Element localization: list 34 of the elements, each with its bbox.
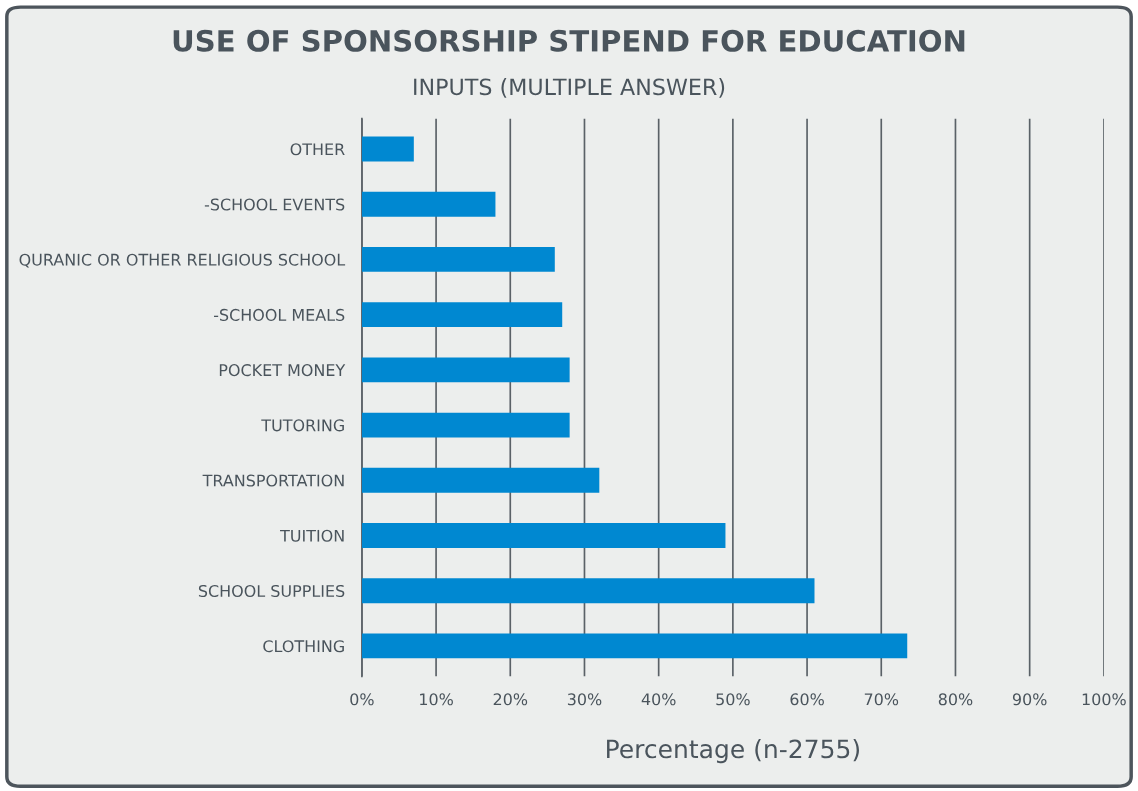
x-tick-label: 40%	[641, 693, 676, 706]
bar	[361, 191, 496, 217]
bar	[361, 302, 563, 328]
bar	[361, 633, 908, 659]
y-tick-label: POCKET MONEY	[219, 364, 346, 377]
x-tick-label: 100%	[1082, 693, 1126, 706]
bar	[361, 357, 570, 383]
x-axis-title: Percentage (n-2755)	[607, 739, 859, 764]
bar	[361, 136, 414, 162]
bar	[361, 578, 815, 604]
bar	[361, 523, 726, 548]
x-tick-label: 90%	[1012, 693, 1047, 706]
chart-title: USE OF SPONSORSHIP STIPEND FOR EDUCATION	[173, 29, 965, 52]
x-tick-label: 80%	[938, 693, 973, 706]
chart-subtitle: INPUTS (MULTIPLE ANSWER)	[414, 78, 725, 98]
bar	[361, 467, 600, 493]
y-tick-label: TUITION	[280, 529, 344, 542]
bar	[361, 247, 555, 272]
y-tick-label: QURANIC OR OTHER RELIGIOUS SCHOOL	[19, 253, 346, 268]
y-tick-label: -SCHOOL MEALS	[213, 308, 345, 321]
x-tick-label: 10%	[420, 693, 453, 706]
x-tick-label: 0%	[350, 693, 374, 706]
y-tick-label: TRANSPORTATION	[202, 474, 344, 487]
y-tick-label: -SCHOOL EVENTS	[204, 198, 345, 211]
y-tick-label: CLOTHING	[263, 640, 344, 653]
x-tick-label: 60%	[790, 693, 824, 706]
bar	[361, 412, 570, 438]
y-tick-label: SCHOOL SUPPLIES	[198, 584, 345, 598]
y-tick-label: TUTORING	[261, 419, 344, 432]
x-tick-label: 30%	[567, 693, 602, 706]
x-tick-label: 50%	[716, 693, 750, 706]
x-tick-label: 70%	[864, 693, 899, 706]
y-tick-label: OTHER	[290, 143, 345, 156]
x-tick-label: 20%	[493, 693, 528, 706]
